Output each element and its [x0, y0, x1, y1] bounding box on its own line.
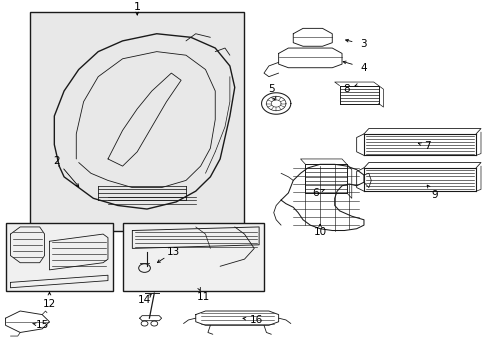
- Text: 8: 8: [343, 84, 349, 94]
- Text: 1: 1: [133, 2, 141, 12]
- Text: 12: 12: [43, 299, 56, 309]
- Text: 4: 4: [360, 63, 366, 73]
- Text: 15: 15: [36, 320, 49, 330]
- Text: 6: 6: [311, 188, 318, 198]
- Text: 9: 9: [430, 190, 437, 200]
- Text: 5: 5: [267, 84, 274, 94]
- Bar: [30, 12, 244, 230]
- Text: 3: 3: [360, 40, 366, 49]
- Text: 2: 2: [53, 156, 60, 166]
- Text: 10: 10: [313, 227, 326, 237]
- Text: 13: 13: [167, 247, 180, 257]
- Bar: [5, 223, 113, 291]
- Text: 14: 14: [138, 295, 151, 305]
- Text: 11: 11: [196, 292, 209, 302]
- Text: 7: 7: [423, 141, 430, 152]
- Bar: [122, 223, 264, 291]
- Text: 16: 16: [249, 315, 263, 325]
